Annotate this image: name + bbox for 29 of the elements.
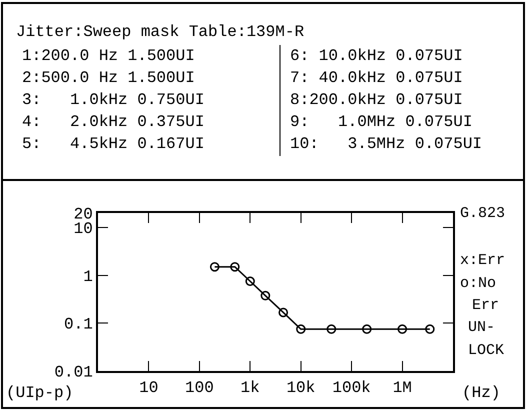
x-tick-label: 100: [185, 379, 214, 398]
y-tick-label: 0.01: [54, 364, 93, 382]
text: 10: 3.5MHz 0.075UI: [290, 135, 482, 153]
y-axis-title: (UIp-p): [6, 384, 74, 402]
text: LOCK: [468, 342, 504, 359]
y-tick-label: 10: [74, 220, 93, 238]
y-tick-label: 0.1: [64, 316, 93, 334]
text: Jitter:Sweep mask Table:139M-R: [16, 23, 304, 41]
text: 2:500.0 Hz 1.500UI: [22, 69, 195, 87]
text: o:No: [460, 275, 496, 292]
text: 3: 1.0kHz 0.750UI: [22, 91, 204, 109]
text: UN-: [468, 319, 496, 336]
text: 1:200.0 Hz 1.500UI: [22, 47, 195, 65]
text: 8:200.0kHz 0.075UI: [290, 91, 463, 109]
text: 4: 2.0kHz 0.375UI: [22, 113, 204, 131]
x-tick-label: 10: [139, 379, 158, 398]
text: x:Err: [460, 252, 506, 269]
y-tick-label: 1: [83, 268, 93, 286]
text: 7: 40.0kHz 0.075UI: [290, 69, 463, 87]
x-axis-title: (Hz): [462, 384, 500, 402]
text: Err: [472, 297, 500, 314]
x-tick-label: 100k: [332, 379, 371, 398]
x-tick-label: 10k: [286, 379, 316, 398]
x-tick-label: 1M: [392, 379, 412, 398]
text: 5: 4.5kHz 0.167UI: [22, 135, 204, 153]
text: 9: 1.0MHz 0.075UI: [290, 113, 472, 131]
x-tick-label: 1k: [240, 379, 260, 398]
text: G.823: [460, 205, 506, 222]
text: 6: 10.0kHz 0.075UI: [290, 47, 463, 65]
